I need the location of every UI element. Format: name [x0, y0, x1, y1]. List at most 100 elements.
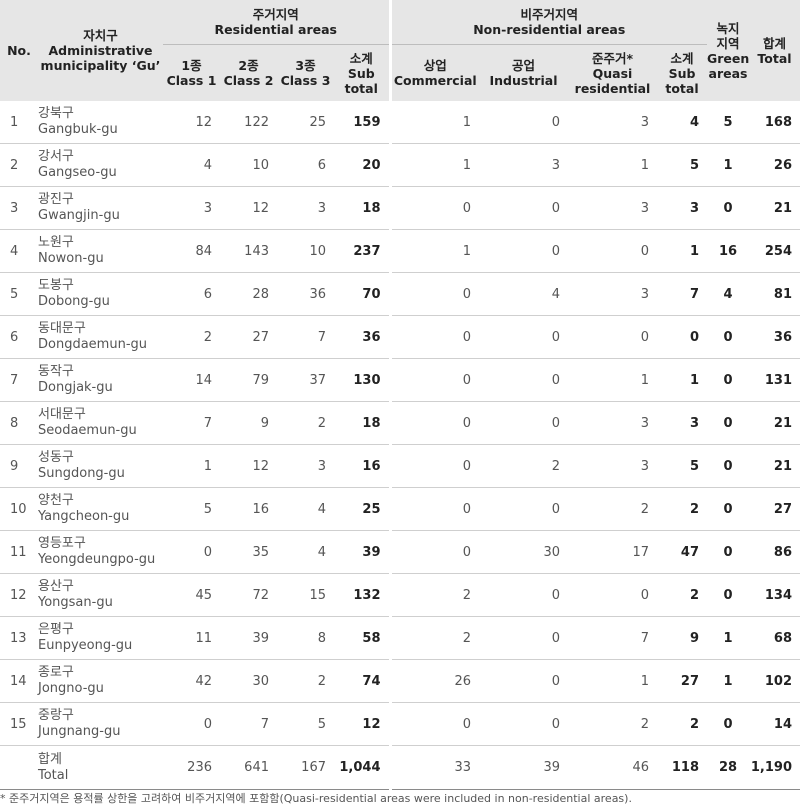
row-no: 5 [0, 272, 38, 316]
footnote: * 준주거지역은 용적률 상한을 고려하여 비주거지역에 포함함(Quasi-r… [0, 792, 632, 805]
quasi-value: 1 [568, 358, 657, 402]
green-value: 0 [707, 444, 749, 488]
gu-name-en: Total [38, 767, 69, 783]
total-value: 21 [749, 444, 800, 488]
total-value: 254 [749, 229, 800, 273]
row-no: 13 [0, 616, 38, 660]
class2-value: 39 [220, 616, 277, 660]
total-value: 27 [749, 487, 800, 531]
gu-name-en: Dongjak-gu [38, 380, 113, 395]
industrial-value: 0 [479, 401, 568, 445]
green-value: 4 [707, 272, 749, 316]
table-row: 13 은평구 Eunpyeong-gu 11 39 8 58 2 0 7 9 1 … [0, 616, 800, 660]
table-body: 1 강북구 Gangbuk-gu 12 122 25 159 1 0 3 4 5 … [0, 101, 800, 790]
gu-name-kr: 동작구 [38, 364, 74, 379]
table-row: 15 중랑구 Jungnang-gu 0 7 5 12 0 0 2 2 0 14 [0, 702, 800, 746]
res-subtotal-value: 130 [334, 358, 390, 402]
total-value: 168 [749, 101, 800, 144]
gu-name-en: Nowon-gu [38, 251, 104, 266]
quasi-value: 3 [568, 272, 657, 316]
green-value: 0 [707, 530, 749, 574]
gu-name: 강서구 Gangseo-gu [38, 143, 163, 187]
green-value: 0 [707, 358, 749, 402]
res-subtotal-value: 39 [334, 530, 390, 574]
gu-name-en: Jongno-gu [38, 681, 104, 696]
row-no: 7 [0, 358, 38, 402]
total-row: 합계 Total 236 641 167 1,044 33 39 46 118 2… [0, 745, 800, 790]
industrial-value: 0 [479, 659, 568, 703]
nonres-subtotal-value: 0 [657, 315, 707, 359]
table-row: 10 양천구 Yangcheon-gu 5 16 4 25 0 0 2 2 0 2… [0, 487, 800, 531]
class2-value: 30 [220, 659, 277, 703]
gu-name-en: Sungdong-gu [38, 466, 125, 481]
total-value: 68 [749, 616, 800, 660]
class1-value: 12 [163, 101, 220, 144]
nonres-subtotal-value: 5 [657, 143, 707, 187]
header-total: 합계 Total [749, 0, 800, 101]
class3-value: 6 [277, 143, 334, 187]
header-no: No. [0, 0, 38, 101]
row-no [0, 745, 38, 790]
gu-name-kr: 합계 [38, 751, 62, 767]
nonres-subtotal-value: 9 [657, 616, 707, 660]
header-quasi: 준주거* Quasi residential [568, 44, 657, 101]
table-row: 9 성동구 Sungdong-gu 1 12 3 16 0 2 3 5 0 21 [0, 444, 800, 488]
gu-name-en: Dongdaemun-gu [38, 337, 147, 352]
nonres-subtotal-value: 1 [657, 229, 707, 273]
row-no: 2 [0, 143, 38, 187]
class3-value: 37 [277, 358, 334, 402]
table-row: 3 광진구 Gwangjin-gu 3 12 3 18 0 0 3 3 0 21 [0, 186, 800, 230]
commercial-value: 0 [388, 358, 479, 402]
nonres-subtotal-value: 118 [657, 745, 707, 790]
gu-name-en: Gangseo-gu [38, 165, 117, 180]
commercial-value: 2 [388, 616, 479, 660]
total-value: 36 [749, 315, 800, 359]
row-no: 4 [0, 229, 38, 273]
gu-name-en: Yongsan-gu [38, 595, 113, 610]
class3-value: 8 [277, 616, 334, 660]
quasi-value: 7 [568, 616, 657, 660]
res-subtotal-value: 159 [334, 101, 390, 144]
gu-name-kr: 양천구 [38, 493, 74, 508]
class3-value: 10 [277, 229, 334, 273]
class1-value: 2 [163, 315, 220, 359]
res-subtotal-value: 16 [334, 444, 390, 488]
total-value: 86 [749, 530, 800, 574]
row-no: 1 [0, 101, 38, 144]
gu-name-kr: 광진구 [38, 192, 74, 207]
res-subtotal-value: 18 [334, 401, 390, 445]
header-res-subtotal: 소계 Sub total [334, 44, 390, 101]
row-no: 10 [0, 487, 38, 531]
row-no: 9 [0, 444, 38, 488]
class2-value: 35 [220, 530, 277, 574]
res-subtotal-value: 132 [334, 573, 390, 617]
gu-name-kr: 서대문구 [38, 407, 86, 422]
res-subtotal-value: 70 [334, 272, 390, 316]
class3-value: 4 [277, 530, 334, 574]
class3-value: 5 [277, 702, 334, 746]
quasi-value: 2 [568, 702, 657, 746]
industrial-value: 3 [479, 143, 568, 187]
gu-name-en: Seodaemun-gu [38, 423, 137, 438]
gu-name-en: Eunpyeong-gu [38, 638, 133, 653]
industrial-value: 30 [479, 530, 568, 574]
commercial-value: 1 [388, 143, 479, 187]
class1-value: 236 [163, 745, 220, 790]
header-commercial: 상업 Commercial [388, 44, 479, 101]
commercial-value: 0 [388, 315, 479, 359]
class1-value: 3 [163, 186, 220, 230]
total-value: 26 [749, 143, 800, 187]
total-value: 21 [749, 401, 800, 445]
quasi-value: 0 [568, 229, 657, 273]
green-value: 5 [707, 101, 749, 144]
gu-name-en: Dobong-gu [38, 294, 110, 309]
table-row: 2 강서구 Gangseo-gu 4 10 6 20 1 3 1 5 1 26 [0, 143, 800, 187]
class2-value: 10 [220, 143, 277, 187]
class1-value: 14 [163, 358, 220, 402]
header-class3: 3종 Class 3 [277, 44, 334, 101]
nonres-subtotal-value: 2 [657, 573, 707, 617]
res-subtotal-value: 58 [334, 616, 390, 660]
res-subtotal-value: 237 [334, 229, 390, 273]
gu-name: 서대문구 Seodaemun-gu [38, 401, 163, 445]
class3-value: 167 [277, 745, 334, 790]
